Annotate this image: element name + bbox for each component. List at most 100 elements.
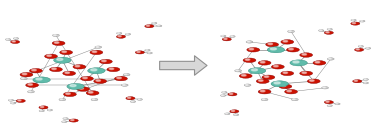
Circle shape bbox=[302, 72, 307, 73]
Circle shape bbox=[274, 65, 278, 67]
Circle shape bbox=[20, 72, 33, 77]
Circle shape bbox=[244, 84, 251, 86]
Circle shape bbox=[363, 79, 369, 80]
Circle shape bbox=[266, 42, 279, 47]
Circle shape bbox=[28, 84, 33, 85]
Circle shape bbox=[39, 106, 48, 109]
Circle shape bbox=[322, 87, 328, 89]
Circle shape bbox=[59, 98, 66, 101]
Circle shape bbox=[53, 34, 59, 37]
Circle shape bbox=[45, 54, 57, 59]
Circle shape bbox=[352, 23, 356, 24]
Circle shape bbox=[360, 20, 365, 22]
Circle shape bbox=[354, 80, 358, 81]
Circle shape bbox=[92, 99, 94, 100]
Circle shape bbox=[247, 48, 260, 52]
Circle shape bbox=[116, 32, 122, 34]
Circle shape bbox=[300, 53, 313, 57]
Circle shape bbox=[293, 99, 295, 100]
Circle shape bbox=[293, 61, 299, 63]
Circle shape bbox=[281, 40, 294, 44]
Circle shape bbox=[262, 75, 275, 80]
Circle shape bbox=[22, 78, 24, 79]
Circle shape bbox=[32, 69, 36, 71]
Circle shape bbox=[259, 80, 263, 81]
Circle shape bbox=[351, 22, 360, 25]
Circle shape bbox=[327, 105, 332, 107]
Circle shape bbox=[267, 47, 285, 53]
Circle shape bbox=[86, 91, 99, 95]
Circle shape bbox=[288, 30, 294, 33]
Circle shape bbox=[229, 93, 233, 94]
Circle shape bbox=[130, 101, 136, 103]
Circle shape bbox=[63, 121, 65, 122]
Circle shape bbox=[96, 80, 101, 81]
Circle shape bbox=[225, 113, 230, 115]
Circle shape bbox=[251, 69, 257, 71]
Circle shape bbox=[324, 101, 333, 104]
Circle shape bbox=[328, 58, 331, 59]
Circle shape bbox=[13, 38, 19, 39]
Circle shape bbox=[224, 38, 227, 39]
Circle shape bbox=[52, 41, 65, 45]
Circle shape bbox=[137, 51, 140, 53]
Circle shape bbox=[230, 36, 235, 37]
Circle shape bbox=[116, 35, 125, 38]
Circle shape bbox=[26, 83, 39, 87]
Circle shape bbox=[122, 84, 125, 85]
Circle shape bbox=[335, 103, 340, 105]
Circle shape bbox=[245, 84, 248, 85]
Circle shape bbox=[81, 76, 93, 81]
Circle shape bbox=[123, 73, 130, 76]
Circle shape bbox=[256, 79, 269, 83]
Circle shape bbox=[131, 101, 133, 102]
Circle shape bbox=[271, 81, 288, 87]
Circle shape bbox=[319, 30, 324, 31]
Circle shape bbox=[12, 41, 15, 42]
Circle shape bbox=[92, 51, 97, 53]
Circle shape bbox=[156, 25, 162, 27]
Circle shape bbox=[248, 68, 266, 74]
Circle shape bbox=[222, 91, 227, 93]
Circle shape bbox=[353, 80, 362, 83]
Circle shape bbox=[351, 19, 356, 21]
Circle shape bbox=[328, 105, 330, 106]
Circle shape bbox=[63, 71, 76, 76]
Circle shape bbox=[64, 118, 66, 119]
Circle shape bbox=[50, 67, 62, 72]
Circle shape bbox=[283, 40, 288, 42]
Circle shape bbox=[90, 50, 103, 55]
Circle shape bbox=[324, 31, 333, 34]
Circle shape bbox=[135, 51, 144, 54]
Circle shape bbox=[146, 25, 150, 26]
Circle shape bbox=[310, 80, 314, 81]
Circle shape bbox=[94, 79, 107, 83]
Circle shape bbox=[95, 46, 102, 48]
Circle shape bbox=[63, 118, 68, 119]
Circle shape bbox=[62, 121, 67, 123]
Circle shape bbox=[29, 69, 42, 73]
Circle shape bbox=[234, 114, 236, 115]
Circle shape bbox=[67, 83, 84, 89]
Circle shape bbox=[47, 109, 53, 111]
Circle shape bbox=[289, 48, 293, 50]
Circle shape bbox=[77, 87, 90, 91]
Circle shape bbox=[290, 60, 307, 66]
Circle shape bbox=[40, 110, 42, 111]
Circle shape bbox=[258, 61, 271, 65]
Circle shape bbox=[66, 93, 70, 94]
Circle shape bbox=[91, 98, 98, 101]
Circle shape bbox=[70, 84, 76, 87]
Circle shape bbox=[79, 88, 84, 89]
Circle shape bbox=[326, 32, 329, 33]
Circle shape bbox=[14, 38, 16, 39]
Circle shape bbox=[54, 57, 71, 63]
Circle shape bbox=[83, 77, 87, 79]
Circle shape bbox=[40, 106, 44, 108]
Circle shape bbox=[147, 52, 152, 54]
Circle shape bbox=[247, 41, 249, 42]
Circle shape bbox=[127, 97, 131, 98]
Circle shape bbox=[300, 71, 313, 76]
Circle shape bbox=[65, 72, 70, 73]
Circle shape bbox=[291, 98, 298, 101]
